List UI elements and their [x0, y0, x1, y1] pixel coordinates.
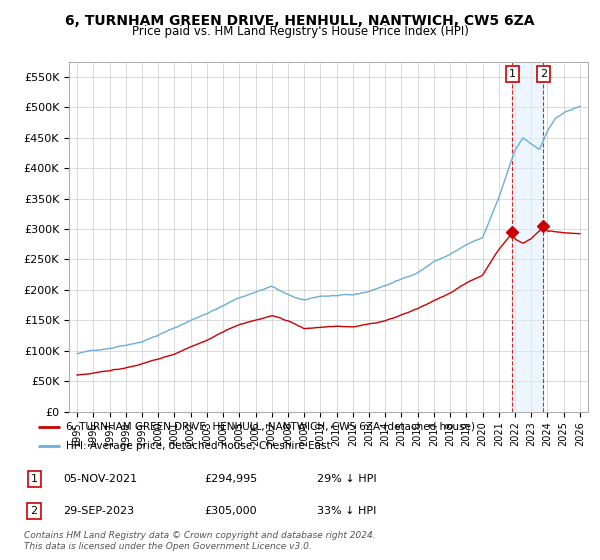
Text: This data is licensed under the Open Government Licence v3.0.: This data is licensed under the Open Gov… — [24, 542, 312, 551]
Text: 1: 1 — [31, 474, 38, 484]
Text: 6, TURNHAM GREEN DRIVE, HENHULL, NANTWICH, CW5 6ZA: 6, TURNHAM GREEN DRIVE, HENHULL, NANTWIC… — [65, 14, 535, 28]
Text: 29% ↓ HPI: 29% ↓ HPI — [317, 474, 377, 484]
Text: Contains HM Land Registry data © Crown copyright and database right 2024.: Contains HM Land Registry data © Crown c… — [24, 531, 376, 540]
Text: HPI: Average price, detached house, Cheshire East: HPI: Average price, detached house, Ches… — [66, 441, 331, 451]
Text: 6, TURNHAM GREEN DRIVE, HENHULL, NANTWICH, CW5 6ZA (detached house): 6, TURNHAM GREEN DRIVE, HENHULL, NANTWIC… — [66, 422, 475, 432]
Text: 2: 2 — [31, 506, 38, 516]
Text: Price paid vs. HM Land Registry's House Price Index (HPI): Price paid vs. HM Land Registry's House … — [131, 25, 469, 38]
Text: £305,000: £305,000 — [205, 506, 257, 516]
Text: 2: 2 — [540, 69, 547, 79]
Text: £294,995: £294,995 — [205, 474, 258, 484]
Bar — [512, 62, 544, 412]
Text: 29-SEP-2023: 29-SEP-2023 — [64, 506, 134, 516]
Text: 33% ↓ HPI: 33% ↓ HPI — [317, 506, 377, 516]
Text: 1: 1 — [509, 69, 516, 79]
Text: 05-NOV-2021: 05-NOV-2021 — [64, 474, 137, 484]
